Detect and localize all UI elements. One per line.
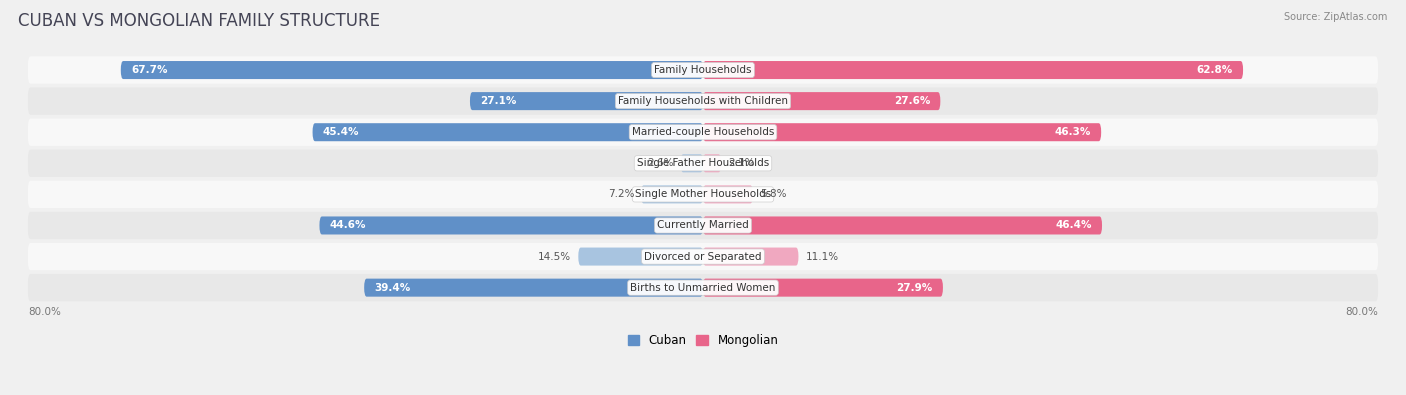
- FancyBboxPatch shape: [28, 274, 1378, 301]
- FancyBboxPatch shape: [121, 61, 703, 79]
- FancyBboxPatch shape: [28, 150, 1378, 177]
- Text: 27.1%: 27.1%: [481, 96, 516, 106]
- FancyBboxPatch shape: [703, 248, 799, 265]
- Text: 27.6%: 27.6%: [894, 96, 929, 106]
- FancyBboxPatch shape: [641, 185, 703, 203]
- FancyBboxPatch shape: [319, 216, 703, 235]
- FancyBboxPatch shape: [703, 61, 1243, 79]
- FancyBboxPatch shape: [703, 123, 1101, 141]
- Text: Births to Unmarried Women: Births to Unmarried Women: [630, 283, 776, 293]
- FancyBboxPatch shape: [28, 87, 1378, 115]
- Text: Single Father Households: Single Father Households: [637, 158, 769, 168]
- Text: 67.7%: 67.7%: [131, 65, 167, 75]
- Text: Source: ZipAtlas.com: Source: ZipAtlas.com: [1284, 12, 1388, 22]
- Text: 39.4%: 39.4%: [374, 283, 411, 293]
- Text: Family Households with Children: Family Households with Children: [619, 96, 787, 106]
- FancyBboxPatch shape: [28, 181, 1378, 208]
- FancyBboxPatch shape: [28, 243, 1378, 270]
- Text: 46.3%: 46.3%: [1054, 127, 1091, 137]
- Text: 2.1%: 2.1%: [728, 158, 755, 168]
- Text: 46.4%: 46.4%: [1056, 220, 1091, 230]
- FancyBboxPatch shape: [703, 216, 1102, 235]
- FancyBboxPatch shape: [364, 278, 703, 297]
- FancyBboxPatch shape: [578, 248, 703, 265]
- FancyBboxPatch shape: [28, 118, 1378, 146]
- FancyBboxPatch shape: [703, 92, 941, 110]
- Legend: Cuban, Mongolian: Cuban, Mongolian: [623, 329, 783, 352]
- Text: 2.6%: 2.6%: [647, 158, 673, 168]
- Text: 27.9%: 27.9%: [897, 283, 932, 293]
- Text: 11.1%: 11.1%: [806, 252, 838, 261]
- Text: CUBAN VS MONGOLIAN FAMILY STRUCTURE: CUBAN VS MONGOLIAN FAMILY STRUCTURE: [18, 12, 380, 30]
- Text: 14.5%: 14.5%: [538, 252, 571, 261]
- Text: 80.0%: 80.0%: [28, 307, 60, 317]
- FancyBboxPatch shape: [470, 92, 703, 110]
- FancyBboxPatch shape: [703, 185, 752, 203]
- Text: 5.8%: 5.8%: [759, 189, 786, 199]
- Text: 45.4%: 45.4%: [323, 127, 360, 137]
- FancyBboxPatch shape: [703, 278, 943, 297]
- FancyBboxPatch shape: [703, 154, 721, 172]
- Text: Married-couple Households: Married-couple Households: [631, 127, 775, 137]
- Text: 44.6%: 44.6%: [330, 220, 366, 230]
- Text: 80.0%: 80.0%: [1346, 307, 1378, 317]
- Text: 62.8%: 62.8%: [1197, 65, 1233, 75]
- Text: Single Mother Households: Single Mother Households: [636, 189, 770, 199]
- FancyBboxPatch shape: [28, 56, 1378, 84]
- FancyBboxPatch shape: [681, 154, 703, 172]
- Text: Family Households: Family Households: [654, 65, 752, 75]
- Text: Divorced or Separated: Divorced or Separated: [644, 252, 762, 261]
- Text: 7.2%: 7.2%: [607, 189, 634, 199]
- FancyBboxPatch shape: [28, 212, 1378, 239]
- Text: Currently Married: Currently Married: [657, 220, 749, 230]
- FancyBboxPatch shape: [312, 123, 703, 141]
